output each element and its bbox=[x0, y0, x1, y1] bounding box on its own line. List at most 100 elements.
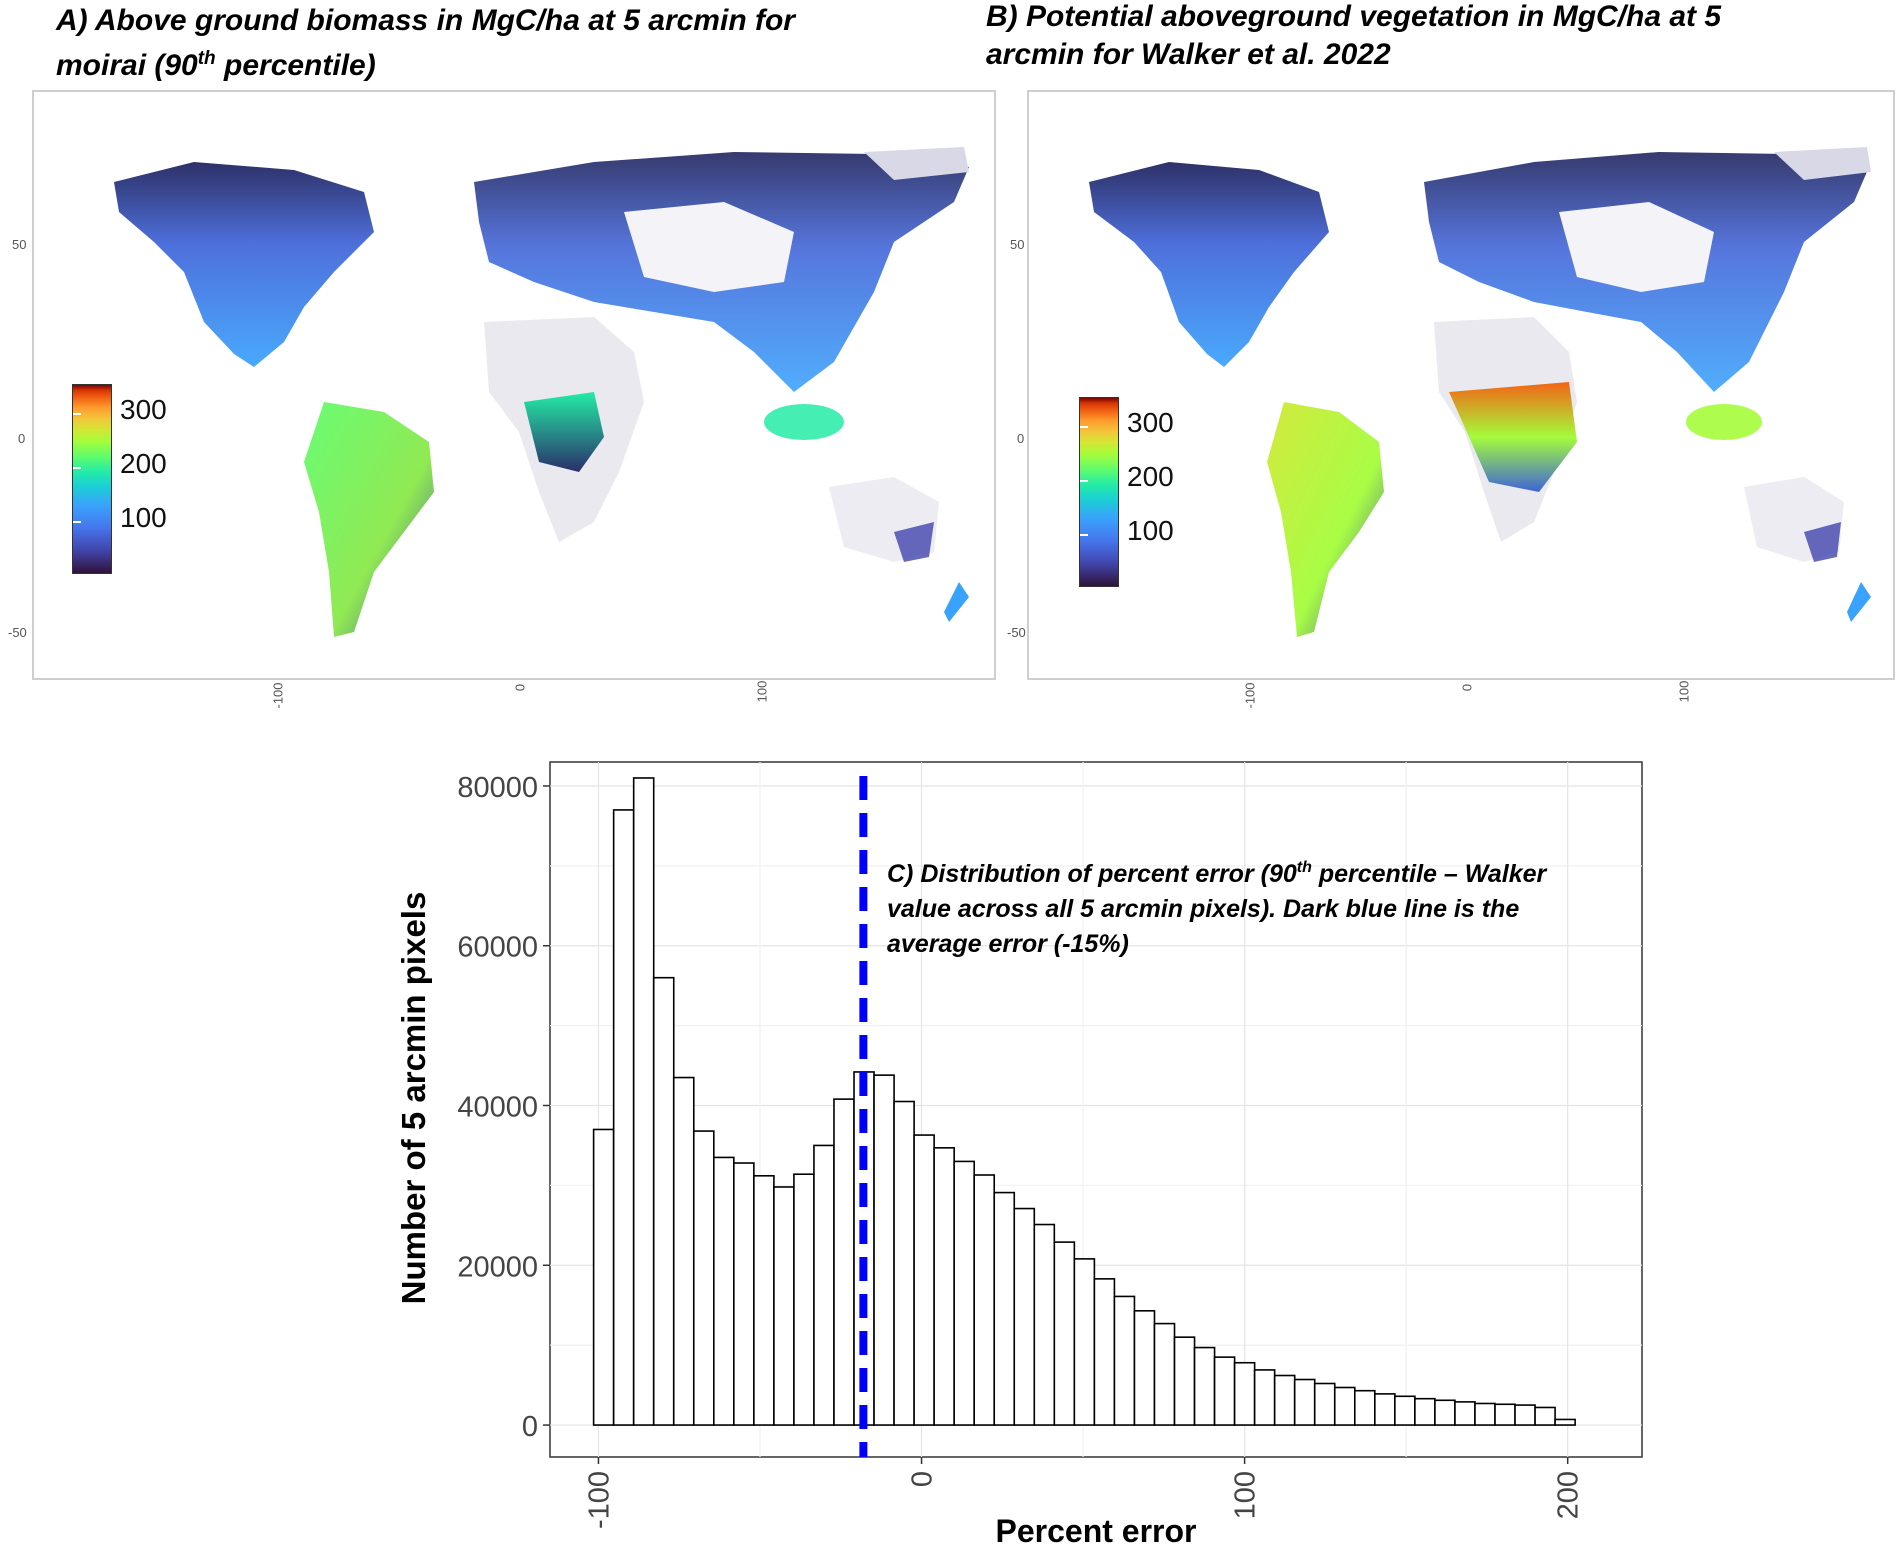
map-b-ytick-0: 0 bbox=[1017, 431, 1025, 446]
x-tick-label: 0 bbox=[907, 1471, 939, 1487]
histogram-bar bbox=[1514, 1404, 1536, 1426]
histogram-bar bbox=[733, 1162, 755, 1426]
histogram-bar bbox=[1454, 1401, 1476, 1426]
annotation-line-1-sup: th bbox=[1297, 859, 1312, 876]
histogram-bar bbox=[1093, 1278, 1116, 1426]
map-panel-b: 300 200 100 bbox=[1027, 90, 1895, 680]
panel-a-title-line2-post: percentile) bbox=[215, 49, 376, 82]
x-tick-label: -100 bbox=[583, 1471, 615, 1529]
map-panel-a: 300 200 100 bbox=[32, 90, 996, 680]
histogram-bar bbox=[652, 976, 675, 1426]
histogram-bar bbox=[1053, 1241, 1076, 1426]
y-tick-label: 0 bbox=[522, 1411, 538, 1443]
histogram-bar bbox=[692, 1130, 715, 1426]
panel-b-title-line2: arcmin for Walker et al. 2022 bbox=[986, 38, 1391, 71]
histogram-bar bbox=[1193, 1346, 1216, 1426]
histogram-bar bbox=[813, 1144, 835, 1426]
histogram-bar bbox=[1013, 1207, 1036, 1426]
histogram-bar bbox=[833, 1098, 855, 1426]
histogram-bar bbox=[1313, 1382, 1336, 1426]
panel-a-title: A) Above ground biomass in MgC/ha at 5 a… bbox=[56, 2, 795, 85]
arctic-shape bbox=[864, 147, 969, 180]
annotation-line-1-post: percentile – Walker bbox=[1312, 860, 1548, 888]
y-tick-label: 40000 bbox=[457, 1092, 538, 1124]
histogram-bar bbox=[1554, 1418, 1576, 1426]
histogram-bar bbox=[753, 1175, 775, 1426]
histogram-bar bbox=[1133, 1310, 1156, 1426]
x-tick-label: 100 bbox=[1230, 1471, 1262, 1519]
histogram-bar bbox=[1374, 1393, 1396, 1426]
histogram-bar bbox=[1253, 1369, 1276, 1426]
panel-a-title-line2: moirai (90th percentile) bbox=[56, 40, 795, 85]
annotation-line-2: value across all 5 arcmin pixels). Dark … bbox=[887, 895, 1519, 923]
histogram-bar bbox=[1333, 1386, 1356, 1426]
se-asia-islands-shape bbox=[1686, 404, 1762, 440]
south-america-shape bbox=[1267, 402, 1384, 637]
histogram-bar bbox=[1233, 1361, 1256, 1426]
histogram-bar bbox=[1113, 1295, 1136, 1426]
colorbar-a-label-200: 200 bbox=[120, 448, 167, 479]
world-map-a bbox=[114, 147, 969, 637]
colorbar-b bbox=[1079, 397, 1119, 587]
colorbar-b-label-300: 300 bbox=[1127, 407, 1174, 438]
x-tick-label: 200 bbox=[1553, 1471, 1585, 1519]
histogram-bar bbox=[993, 1191, 1016, 1426]
map-a-ytick-0: 0 bbox=[18, 431, 26, 446]
colorbar-b-tick-100 bbox=[1080, 534, 1088, 536]
histogram-bar bbox=[913, 1134, 935, 1426]
colorbar-b-label-200: 200 bbox=[1127, 461, 1174, 492]
histogram-bar bbox=[893, 1100, 915, 1426]
histogram-bar bbox=[612, 809, 635, 1426]
north-america-shape bbox=[114, 162, 374, 367]
colorbar-b-tick-200 bbox=[1080, 480, 1088, 482]
map-a-ytick-50: 50 bbox=[12, 237, 27, 252]
map-a-ytick-neg50: -50 bbox=[8, 625, 27, 640]
south-america-shape bbox=[304, 402, 434, 637]
new-zealand-shape bbox=[944, 582, 969, 622]
colorbar-a-tick-200 bbox=[73, 467, 81, 469]
colorbar-a-tick-100 bbox=[73, 521, 81, 523]
histogram-bar bbox=[1353, 1389, 1376, 1426]
histogram-bar bbox=[1033, 1223, 1056, 1426]
histogram-bar bbox=[1394, 1395, 1416, 1426]
y-axis-label: Number of 5 arcmin pixels bbox=[395, 892, 432, 1305]
histogram-bar bbox=[953, 1160, 976, 1426]
new-zealand-shape bbox=[1847, 582, 1871, 622]
histogram-bar bbox=[1173, 1336, 1196, 1426]
histogram-bar bbox=[873, 1074, 895, 1426]
histogram-bar bbox=[1434, 1399, 1456, 1426]
panel-b-title-line1: B) Potential aboveground vegetation in M… bbox=[986, 0, 1722, 33]
arctic-shape bbox=[1774, 147, 1871, 180]
histogram-bar bbox=[933, 1147, 955, 1426]
histogram-chart: 0 20000 40000 60000 80000 -100 0 100 200 Number… bbox=[395, 761, 1643, 1549]
y-tick-label: 60000 bbox=[457, 932, 538, 964]
colorbar-a-label-300: 300 bbox=[120, 394, 167, 425]
africa-forest-shape bbox=[524, 392, 604, 472]
north-america-shape bbox=[1089, 162, 1329, 367]
panel-a-title-line2-pre: moirai (90 bbox=[56, 49, 198, 82]
panel-a-title-sup: th bbox=[197, 48, 216, 69]
australia-coast-shape bbox=[1804, 522, 1841, 562]
histogram-bar bbox=[1293, 1378, 1316, 1426]
map-b-ytick-neg50: -50 bbox=[1007, 625, 1026, 640]
panel-a-title-line1: A) Above ground biomass in MgC/ha at 5 a… bbox=[56, 4, 795, 37]
histogram-bar bbox=[1213, 1356, 1236, 1426]
histogram-bar bbox=[1153, 1322, 1176, 1426]
x-axis-ticks: -100 0 100 200 bbox=[583, 1457, 1585, 1529]
histogram-bar bbox=[1494, 1403, 1516, 1426]
world-map-b bbox=[1089, 147, 1871, 637]
histogram-bar bbox=[1534, 1406, 1556, 1426]
histogram-bar bbox=[1414, 1397, 1436, 1426]
histogram-bar bbox=[712, 1156, 735, 1426]
histogram-bars bbox=[592, 777, 1576, 1426]
histogram-bar bbox=[773, 1186, 795, 1426]
asia-desert-shape bbox=[624, 202, 794, 292]
asia-desert-shape bbox=[1559, 202, 1714, 292]
colorbar-a bbox=[72, 384, 112, 574]
australia-coast-shape bbox=[894, 522, 934, 562]
histogram-bar bbox=[1273, 1374, 1296, 1426]
x-axis-label: Percent error bbox=[996, 1513, 1197, 1549]
histogram-bar bbox=[1073, 1258, 1096, 1426]
histogram-bar bbox=[592, 1128, 615, 1426]
annotation-line-3: average error (-15%) bbox=[887, 930, 1129, 958]
